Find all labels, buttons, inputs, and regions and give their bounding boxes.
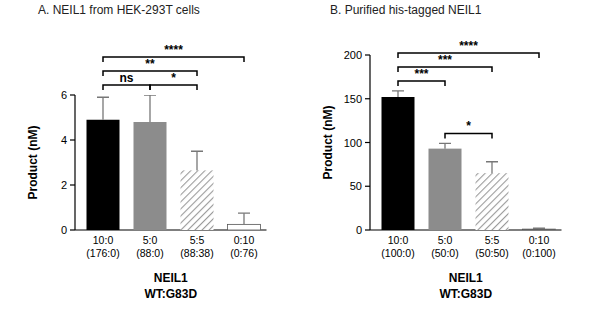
significance-bracket — [398, 81, 445, 86]
x-tick-label: 0:10(0:76) — [230, 234, 257, 259]
chart-title: B. Purified his-tagged NEIL1 — [330, 3, 482, 17]
significance-label: *** — [438, 53, 452, 67]
panel: B. Purified his-tagged NEIL1 0 50 100 150 200… — [321, 3, 562, 301]
y-tick — [365, 98, 370, 99]
bar — [476, 173, 509, 230]
y-tick-label: 0 — [356, 224, 362, 236]
error-bar — [392, 91, 404, 97]
y-tick-label: 4 — [61, 134, 67, 146]
significance-label: ** — [145, 57, 155, 71]
y-tick-label: 100 — [344, 137, 362, 149]
y-axis — [74, 95, 75, 230]
significance-label: * — [171, 71, 176, 85]
error-bar — [439, 143, 451, 148]
y-tick — [365, 142, 370, 143]
figure: A. NEIL1 from HEK-293T cells 0 2 4 6 Product … — [0, 0, 600, 335]
significance-bracket — [103, 71, 197, 76]
y-tick — [70, 229, 75, 230]
error-bar — [97, 97, 109, 120]
bar — [523, 229, 556, 230]
x-tick-label: 5:0(88:0) — [136, 234, 163, 259]
x-tick-label: 5:5(50:50) — [475, 234, 508, 259]
x-axis-label: NEIL1WT:G83D — [439, 271, 492, 301]
bar — [181, 170, 214, 230]
y-tick-label: 50 — [350, 180, 362, 192]
significance-label: **** — [459, 39, 478, 53]
y-tick — [365, 54, 370, 55]
y-tick — [70, 94, 75, 95]
significance-bracket — [398, 53, 539, 58]
x-tick-label: 10:0(176:0) — [86, 234, 119, 259]
error-bar — [238, 213, 250, 224]
y-tick-label: 200 — [344, 49, 362, 61]
significance-bracket — [445, 133, 492, 138]
significance-bracket — [103, 57, 244, 62]
panel: A. NEIL1 from HEK-293T cells 0 2 4 6 Product … — [26, 3, 267, 301]
bar — [382, 97, 415, 230]
significance-bracket — [398, 67, 492, 72]
y-tick — [70, 184, 75, 185]
bar — [134, 122, 167, 230]
y-axis-label: Product (nM) — [321, 106, 335, 180]
error-bar — [533, 228, 545, 230]
x-tick-label: 0:10(0:100) — [522, 234, 555, 259]
significance-label: ns — [119, 71, 133, 85]
bar — [87, 120, 120, 230]
bars — [87, 95, 261, 230]
y-tick-label: 0 — [61, 224, 67, 236]
error-bar — [191, 151, 203, 170]
significance-bracket — [103, 85, 150, 90]
y-tick-label: 2 — [61, 179, 67, 191]
y-tick-label: 6 — [61, 89, 67, 101]
significance-label: *** — [414, 67, 428, 81]
x-tick-label: 5:0(50:0) — [431, 234, 458, 259]
y-tick — [70, 139, 75, 140]
y-tick-label: 150 — [344, 93, 362, 105]
y-axis-label: Product (nM) — [26, 126, 40, 200]
error-bar — [486, 162, 498, 173]
bar — [429, 149, 462, 230]
x-tick-label: 5:5(88:38) — [180, 234, 213, 259]
significance-bracket — [150, 85, 197, 90]
significance-label: **** — [164, 43, 183, 57]
x-axis-label: NEIL1WT:G83D — [144, 271, 197, 301]
y-tick — [365, 186, 370, 187]
significance-label: * — [466, 119, 471, 133]
chart-title: A. NEIL1 from HEK-293T cells — [38, 3, 200, 17]
x-tick-label: 10:0(100:0) — [381, 234, 414, 259]
y-tick — [365, 229, 370, 230]
bar — [228, 224, 261, 230]
error-bar — [144, 95, 156, 122]
bars — [382, 91, 556, 230]
